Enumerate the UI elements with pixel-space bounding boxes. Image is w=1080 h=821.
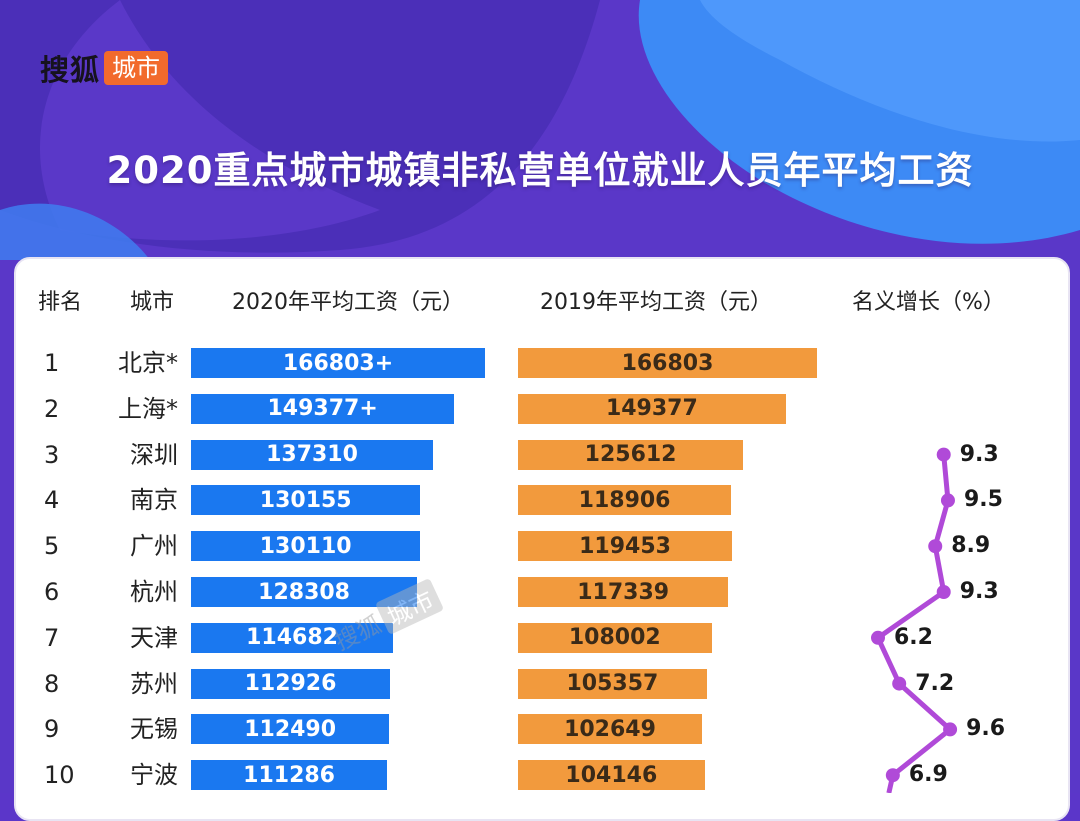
rank-cell: 6 bbox=[44, 578, 60, 606]
growth-label: 9.6 bbox=[966, 716, 1006, 742]
city-cell: 深圳 bbox=[130, 440, 178, 469]
column-header-4: 2019年平均工资（元） bbox=[540, 290, 772, 315]
growth-label: 9.3 bbox=[959, 441, 999, 467]
rank-cell: 5 bbox=[44, 532, 60, 561]
growth-label: 9.5 bbox=[963, 487, 1003, 513]
bar-2020: 112490 bbox=[191, 714, 390, 745]
brand-badge: 城市 bbox=[104, 51, 169, 85]
rank-cell: 7 bbox=[44, 623, 60, 652]
growth-label: 8.9 bbox=[951, 533, 991, 559]
column-header-5: 名义增长（%） bbox=[852, 290, 1005, 315]
bar-2020: 114682 bbox=[191, 622, 394, 653]
city-cell: 广州 bbox=[130, 532, 178, 561]
rank-cell: 9 bbox=[44, 715, 60, 744]
city-cell: 宁波 bbox=[130, 761, 178, 790]
bar-2019: 149377 bbox=[518, 393, 786, 424]
column-header-3: 2020年平均工资（元） bbox=[232, 290, 464, 315]
bar-2020: 128308 bbox=[191, 577, 418, 607]
rank-cell: 2 bbox=[44, 394, 60, 423]
bar-2020: 111286 bbox=[191, 760, 388, 791]
growth-label: 6.2 bbox=[894, 624, 933, 650]
bar-2019: 102649 bbox=[518, 714, 702, 745]
growth-label: 6.9 bbox=[908, 762, 948, 788]
city-cell: 南京 bbox=[130, 486, 178, 515]
city-cell: 天津 bbox=[130, 623, 178, 652]
bar-2020: 137310 bbox=[191, 439, 434, 470]
column-header-2: 城市 bbox=[130, 290, 175, 315]
bar-2019: 117339 bbox=[518, 577, 729, 607]
city-cell: 无锡 bbox=[130, 715, 178, 744]
city-cell: 杭州 bbox=[130, 578, 178, 606]
growth-label: 7.2 bbox=[915, 670, 955, 696]
bar-2020: 149377+ bbox=[191, 393, 455, 424]
bar-2019: 108002 bbox=[518, 622, 712, 653]
column-header-1: 排名 bbox=[38, 290, 83, 315]
bar-2019: 105357 bbox=[518, 668, 707, 699]
bar-2020: 166803+ bbox=[191, 348, 485, 378]
bar-2020: 112926 bbox=[191, 668, 391, 699]
growth-label: 9.3 bbox=[959, 579, 999, 604]
city-cell: 苏州 bbox=[130, 669, 178, 698]
rank-cell: 10 bbox=[44, 761, 75, 790]
rank-cell: 8 bbox=[44, 669, 60, 698]
bar-2019: 104146 bbox=[518, 760, 705, 791]
bar-2019: 125612 bbox=[518, 439, 744, 470]
brand-logo: 搜狐 城市 bbox=[40, 50, 169, 87]
bar-2020: 130155 bbox=[191, 485, 421, 516]
chart-title: 2020重点城市城镇非私营单位就业人员年平均工资 bbox=[106, 149, 974, 192]
city-cell: 北京* bbox=[118, 349, 178, 377]
bar-2019: 166803 bbox=[518, 348, 817, 378]
rank-cell: 1 bbox=[44, 349, 60, 377]
brand-name: 搜狐 bbox=[40, 53, 101, 87]
bar-2020: 130110 bbox=[191, 531, 421, 562]
bar-2019: 118906 bbox=[518, 485, 732, 516]
city-cell: 上海* bbox=[118, 394, 178, 423]
rank-cell: 4 bbox=[44, 486, 60, 515]
rank-cell: 3 bbox=[44, 440, 60, 469]
bar-2019: 119453 bbox=[518, 531, 733, 562]
